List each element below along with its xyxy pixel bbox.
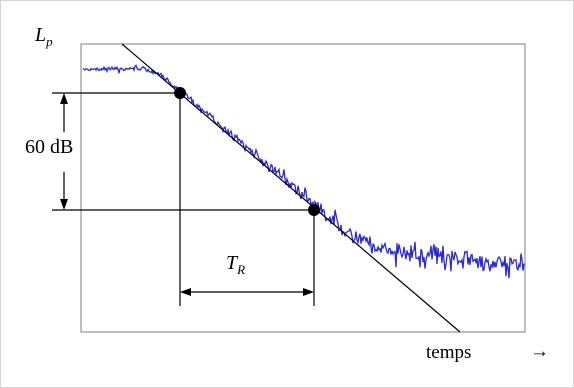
start-marker-icon xyxy=(174,87,186,99)
tr-arrow-right-icon xyxy=(303,288,314,296)
end-marker-icon xyxy=(308,204,320,216)
decay-regression-line xyxy=(121,43,461,333)
db-range-label: 60 dB xyxy=(25,136,74,158)
tr-label-sub: R xyxy=(237,262,246,277)
db-arrow-down-icon xyxy=(60,199,68,210)
plot-box xyxy=(80,43,526,333)
x-axis-arrow-icon: → xyxy=(530,341,549,362)
x-axis-label: temps xyxy=(426,342,472,363)
reverberation-time-label: TR xyxy=(226,252,245,278)
tr-label-main: T xyxy=(226,252,238,274)
db-arrow-up-icon xyxy=(60,93,68,104)
y-axis-label: Lp xyxy=(35,24,53,50)
sound-level-signal xyxy=(82,64,525,279)
tr-arrow-left-icon xyxy=(180,288,191,296)
y-axis-label-sub: p xyxy=(46,34,53,49)
y-axis-label-main: L xyxy=(35,24,47,46)
